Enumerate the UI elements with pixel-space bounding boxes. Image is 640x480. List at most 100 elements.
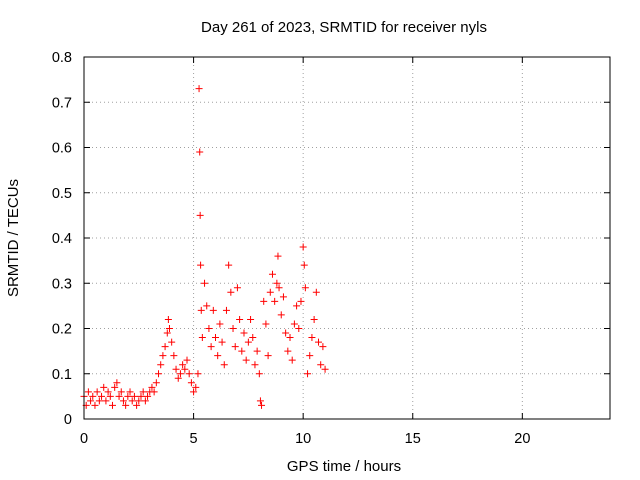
data-point — [176, 370, 184, 378]
data-point — [168, 338, 176, 346]
data-point — [174, 374, 182, 382]
data-point — [273, 279, 281, 287]
y-tick-label: 0.4 — [52, 231, 72, 247]
data-point — [244, 338, 252, 346]
y-axis-label: SRMTID / TECUs — [5, 179, 22, 297]
data-point — [190, 388, 198, 396]
data-point — [306, 352, 314, 360]
data-point — [87, 397, 95, 405]
data-point — [266, 288, 274, 296]
data-point — [304, 370, 312, 378]
data-point — [321, 365, 329, 373]
data-point — [288, 356, 296, 364]
data-point — [198, 334, 206, 342]
data-point — [194, 370, 202, 378]
data-point — [277, 311, 285, 319]
data-point — [165, 325, 173, 332]
data-point — [284, 347, 292, 355]
data-point — [89, 392, 97, 400]
y-tick-label: 0.7 — [52, 95, 72, 111]
data-point — [119, 397, 127, 405]
data-point — [91, 401, 99, 409]
data-point — [106, 392, 114, 400]
data-point — [271, 297, 279, 305]
data-point — [117, 388, 125, 396]
data-point — [152, 379, 160, 387]
x-tick-label: 5 — [190, 431, 198, 447]
data-point — [242, 356, 250, 364]
data-point — [100, 383, 108, 391]
data-point — [185, 370, 193, 378]
y-tick-label: 0.1 — [52, 367, 72, 383]
x-tick-label: 15 — [405, 431, 421, 447]
x-tick-label: 0 — [80, 431, 88, 447]
data-point — [262, 320, 270, 328]
y-tick-label: 0.2 — [52, 322, 72, 338]
data-point — [279, 293, 287, 301]
data-point — [282, 329, 290, 337]
data-point — [197, 306, 205, 314]
data-point — [133, 401, 141, 409]
y-tick-label: 0.3 — [52, 276, 72, 292]
data-point — [310, 315, 318, 323]
x-tick-label: 10 — [295, 431, 311, 447]
data-point — [274, 252, 282, 260]
y-tick-label: 0.6 — [52, 141, 72, 157]
data-point — [84, 388, 92, 396]
data-point — [157, 361, 165, 369]
data-point — [209, 306, 217, 314]
data-point — [124, 392, 132, 400]
data-point — [139, 388, 147, 396]
data-point — [220, 361, 228, 369]
data-point — [98, 392, 106, 400]
data-point — [93, 388, 101, 396]
data-point — [227, 288, 235, 296]
data-point — [141, 397, 149, 405]
data-point — [238, 347, 246, 355]
y-tick-label: 0 — [64, 412, 72, 428]
data-point — [308, 334, 316, 342]
chart-title: Day 261 of 2023, SRMTID for receiver nyl… — [201, 19, 487, 36]
data-point — [102, 397, 110, 405]
data-point — [164, 315, 172, 323]
data-point — [95, 397, 103, 405]
data-point — [286, 334, 294, 342]
data-point — [225, 261, 233, 269]
data-point — [181, 365, 189, 373]
grid-lines — [84, 57, 610, 419]
y-tick-label: 0.8 — [52, 50, 72, 66]
data-point — [222, 306, 230, 314]
data-point — [155, 370, 163, 378]
data-point — [170, 352, 178, 360]
data-point — [195, 85, 203, 93]
data-point — [233, 284, 241, 292]
data-point — [135, 397, 143, 405]
data-point — [297, 297, 305, 305]
data-point — [253, 347, 261, 355]
data-point — [236, 315, 244, 323]
data-point — [212, 334, 219, 342]
tick-labels: 0 5 10 15 20 0 0.1 0.2 0.3 0.4 0.5 0.6 0.7 0.8 — [52, 50, 531, 447]
data-point — [268, 270, 276, 278]
data-point — [255, 370, 263, 378]
data-point — [179, 361, 187, 369]
y-tick-label: 0.5 — [52, 186, 72, 202]
data-point — [247, 315, 255, 323]
data-point — [150, 388, 158, 396]
data-point — [159, 352, 167, 360]
data-point — [144, 392, 152, 400]
data-point — [130, 392, 138, 400]
data-point — [231, 343, 239, 351]
data-point — [240, 329, 248, 337]
data-point — [104, 388, 112, 396]
data-point — [115, 392, 123, 400]
data-point — [163, 329, 171, 337]
data-point — [312, 288, 320, 296]
data-point — [264, 352, 272, 360]
data-point — [108, 401, 116, 409]
data-point — [203, 302, 211, 310]
data-point — [293, 302, 301, 310]
data-point — [187, 379, 195, 387]
data-point — [111, 383, 119, 391]
